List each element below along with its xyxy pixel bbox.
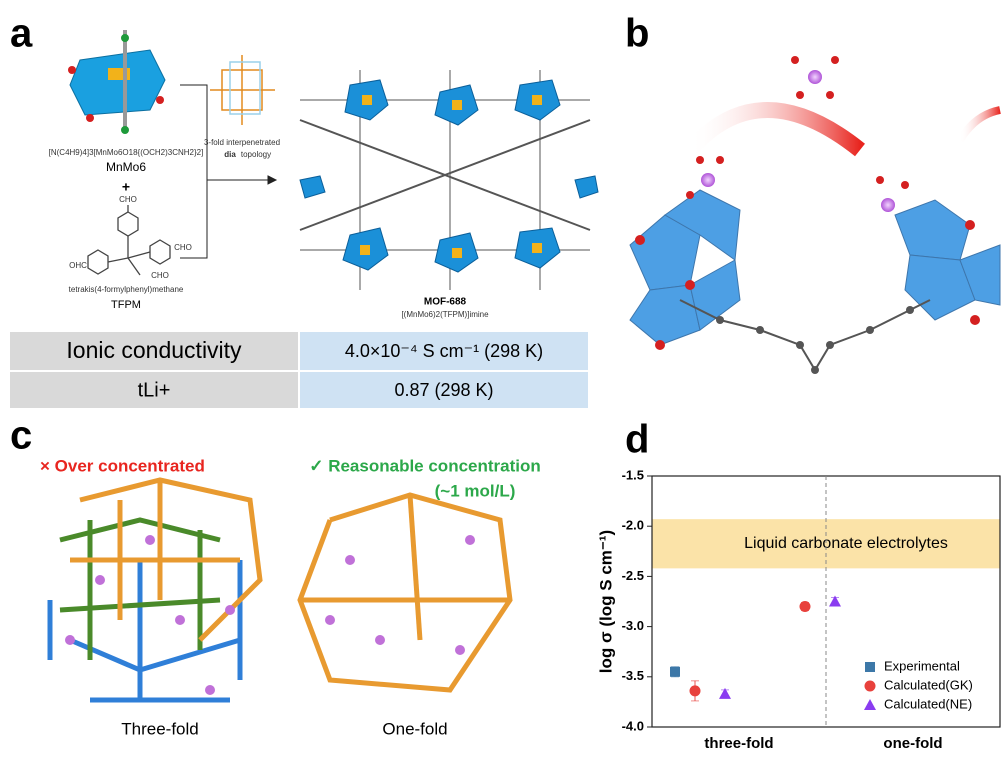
table-cell-text: 4.0×10⁻⁴ S cm⁻¹ (298 K)	[345, 341, 543, 361]
panel-label: d	[625, 418, 649, 462]
x-tick-label: one-fold	[883, 735, 942, 752]
data-point	[829, 596, 841, 607]
y-tick-label: -4.0	[622, 718, 644, 733]
chart: Liquid carbonate electrolytes -4.0 -3.5 -3.…	[596, 467, 1000, 752]
y-tick-label: -2.5	[622, 568, 644, 583]
caption: Three-fold	[121, 719, 198, 738]
group-label: CHO	[174, 243, 192, 252]
product-formula: [(MnMo6)2(TFPM)]imine	[401, 310, 489, 319]
table-cell-text: 0.87 (298 K)	[394, 380, 493, 400]
y-tick-label: -1.5	[622, 467, 644, 482]
product-name: MOF-688	[424, 297, 467, 308]
group-label: CHO	[119, 195, 137, 204]
formula: [N(C4H9)4]3[MnMo6O18{(OCH2)3CNH2}2]	[49, 148, 204, 157]
tfpm-structure	[88, 205, 170, 275]
legend-label: Experimental	[884, 658, 960, 673]
property-table: Ionic conductivity 4.0×10⁻⁴ S cm⁻¹ (298 …	[10, 332, 588, 408]
x-tick-label: three-fold	[704, 735, 773, 752]
framework-three-fold	[50, 480, 260, 700]
heading: (~1 mol/L)	[435, 481, 516, 500]
panel-label: a	[10, 12, 33, 56]
band-label: Liquid carbonate electrolytes	[744, 535, 948, 552]
heading: × Over concentrated	[40, 456, 205, 475]
data-point	[690, 685, 701, 696]
y-axis-label: log σ (log S cm⁻¹)	[596, 530, 615, 673]
figure: a b c d [N(C4H9)4]3[MnMo6O18{(OCH2)3CNH2…	[0, 0, 1003, 754]
legend-marker	[864, 699, 876, 710]
mof-structure	[300, 70, 598, 290]
framework-one-fold	[300, 495, 510, 690]
group-label: OHC	[69, 261, 87, 270]
data-point	[800, 601, 811, 612]
data-point	[719, 688, 731, 699]
table-cell-text: Ionic conductivity	[66, 337, 242, 363]
data-point	[670, 667, 680, 677]
y-tick-label: -3.5	[622, 668, 644, 683]
compound-name: TFPM	[111, 299, 141, 311]
compound-fullname: tetrakis(4-formylphenyl)methane	[69, 285, 184, 294]
arrow-label: topology	[241, 150, 271, 159]
heading: ✓ Reasonable concentration	[309, 456, 541, 475]
panel-label: c	[10, 414, 32, 458]
legend-marker	[865, 681, 876, 692]
plus: +	[122, 179, 130, 195]
topology-icon	[210, 55, 275, 125]
legend-marker	[865, 662, 875, 672]
mechanism-illustration	[630, 56, 1000, 374]
panel-label: b	[625, 12, 649, 56]
compound-name: MnMo6	[106, 160, 146, 174]
legend-label: Calculated(NE)	[884, 696, 972, 711]
table-cell-text: tLi+	[138, 379, 171, 401]
arrow-label: 3-fold interpenetrated	[204, 138, 280, 147]
cluster-icon	[68, 30, 165, 134]
legend-label: Calculated(GK)	[884, 677, 973, 692]
y-tick-label: -3.0	[622, 618, 644, 633]
arrow-label: dia	[224, 150, 236, 159]
group-label: CHO	[151, 271, 169, 280]
reaction-arrow	[180, 85, 276, 258]
caption: One-fold	[382, 719, 447, 738]
y-tick-label: -2.0	[622, 518, 644, 533]
